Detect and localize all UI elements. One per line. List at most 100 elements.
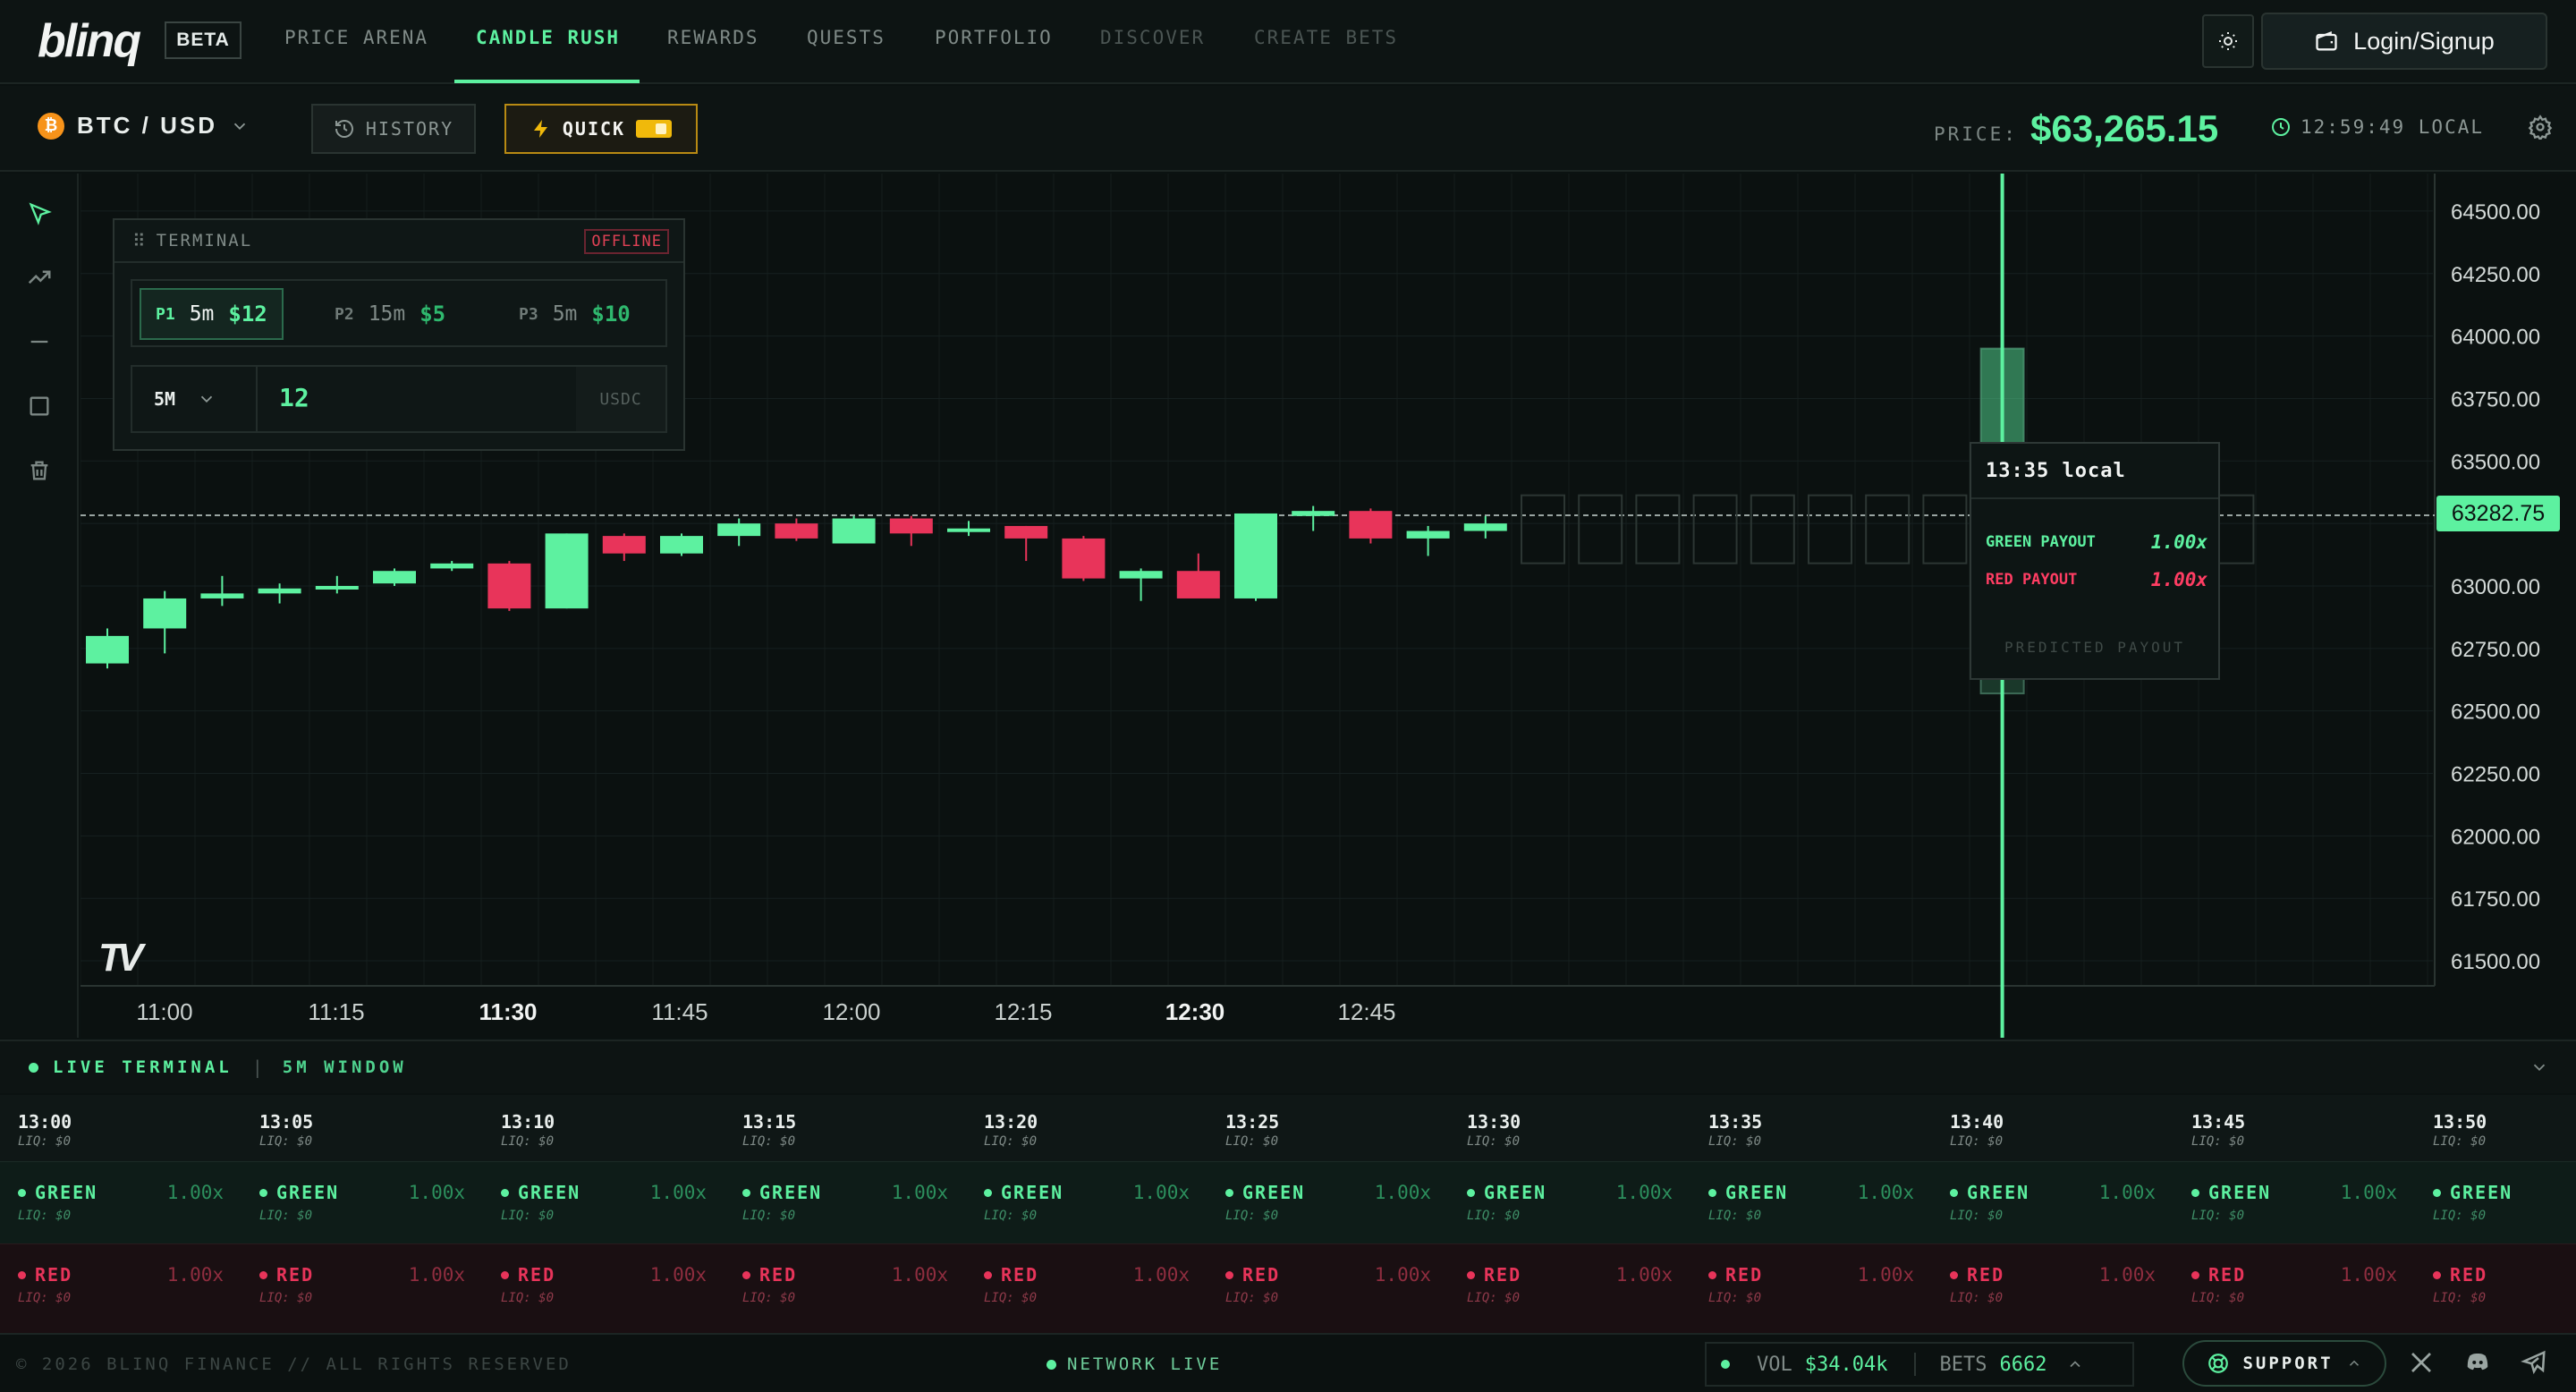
- x-link[interactable]: [2408, 1349, 2435, 1379]
- cursor-tool[interactable]: [21, 195, 57, 231]
- slot-time: 13:30: [1467, 1111, 1521, 1133]
- green-label: GREEN: [1967, 1182, 2030, 1203]
- drag-handle-icon[interactable]: ⠿: [132, 230, 146, 251]
- green-bet-cell[interactable]: GREEN 1.00x LIQ: $0: [2174, 1161, 2415, 1243]
- preset-p2[interactable]: P2 15m $5: [320, 288, 460, 340]
- red-bet-cell[interactable]: RED 1.00x LIQ: $0: [242, 1243, 483, 1333]
- green-bet-cell[interactable]: GREEN 1.00x LIQ: $0: [483, 1161, 724, 1243]
- candle-body: [143, 598, 187, 629]
- nav-create-bets[interactable]: CREATE BETS: [1254, 27, 1399, 48]
- terminal-widget[interactable]: ⠿ TERMINAL OFFLINE P1 5m $12 P2 15m $5 P…: [113, 218, 685, 451]
- slot-column: 13:35 LIQ: $0 GREEN 1.00x LIQ: $0 RED 1.00x LIQ…: [1690, 1095, 1932, 1333]
- nav-discover[interactable]: DISCOVER: [1100, 27, 1206, 48]
- amount-input[interactable]: 12: [279, 383, 309, 412]
- red-label: RED: [1725, 1264, 1764, 1286]
- chevron-up-icon: [2070, 1361, 2081, 1368]
- green-dot: [2433, 1188, 2441, 1197]
- preset-p1[interactable]: P1 5m $12: [140, 288, 284, 340]
- red-side: RED: [984, 1264, 1038, 1286]
- slot-header: 13:40 LIQ: $0: [1932, 1095, 2174, 1161]
- discord-link[interactable]: [2463, 1349, 2492, 1379]
- preset-p3[interactable]: P3 5m $10: [504, 288, 645, 340]
- red-bet-cell[interactable]: RED 1.00x LIQ: $0: [1932, 1243, 2174, 1333]
- red-bet-cell[interactable]: RED LIQ: $0: [2415, 1243, 2576, 1333]
- nav-portfolio[interactable]: PORTFOLIO: [935, 27, 1053, 48]
- logo[interactable]: blinq: [38, 15, 141, 67]
- green-bet-cell[interactable]: GREEN 1.00x LIQ: $0: [1449, 1161, 1690, 1243]
- green-bet-cell[interactable]: GREEN 1.00x LIQ: $0: [724, 1161, 966, 1243]
- slot-column: 13:20 LIQ: $0 GREEN 1.00x LIQ: $0 RED 1.00x LIQ…: [966, 1095, 1208, 1333]
- copyright: © 2026 BLINQ FINANCE // ALL RIGHTS RESER…: [16, 1354, 572, 1374]
- red-bet-cell[interactable]: RED 1.00x LIQ: $0: [2174, 1243, 2415, 1333]
- red-bet-cell[interactable]: RED 1.00x LIQ: $0: [0, 1243, 242, 1333]
- green-bet-cell[interactable]: GREEN 1.00x LIQ: $0: [1208, 1161, 1449, 1243]
- y-tick-label: 62250.00: [2451, 763, 2540, 787]
- candle-body: [1119, 571, 1163, 579]
- slot-header: 13:35 LIQ: $0: [1690, 1095, 1932, 1161]
- slot-time: 13:25: [1225, 1111, 1280, 1133]
- green-label: GREEN: [1484, 1182, 1547, 1203]
- horizontal-line-tool[interactable]: [21, 324, 57, 360]
- red-bet-cell[interactable]: RED 1.00x LIQ: $0: [1208, 1243, 1449, 1333]
- red-bet-cell[interactable]: RED 1.00x LIQ: $0: [483, 1243, 724, 1333]
- y-tick-label: 63500.00: [2451, 450, 2540, 474]
- candle-body: [86, 635, 129, 664]
- chevron-down-icon: [2533, 1064, 2546, 1072]
- telegram-link[interactable]: [2521, 1349, 2547, 1379]
- drawing-toolbar: [0, 174, 79, 1038]
- nav-price-arena[interactable]: PRICE ARENA: [284, 27, 429, 48]
- trend-line-tool[interactable]: [21, 259, 57, 295]
- lifebuoy-icon: [2208, 1354, 2229, 1373]
- candle-body: [373, 571, 416, 584]
- login-signup-button[interactable]: Login/Signup: [2261, 13, 2547, 70]
- collapse-button[interactable]: [2529, 1057, 2549, 1081]
- green-bet-cell[interactable]: GREEN 1.00x LIQ: $0: [966, 1161, 1208, 1243]
- candle-body: [1406, 530, 1450, 539]
- settings-button[interactable]: [2528, 115, 2553, 143]
- rectangle-tool[interactable]: [21, 388, 57, 424]
- red-bet-cell[interactable]: RED 1.00x LIQ: $0: [1449, 1243, 1690, 1333]
- green-bet-cell[interactable]: GREEN 1.00x LIQ: $0: [1690, 1161, 1932, 1243]
- nav-candle-rush[interactable]: CANDLE RUSH: [476, 27, 621, 48]
- nav-rewards[interactable]: REWARDS: [667, 27, 759, 48]
- green-bet-cell[interactable]: GREEN 1.00x LIQ: $0: [0, 1161, 242, 1243]
- stats-panel[interactable]: VOL $34.04k BETS 6662: [1705, 1342, 2134, 1387]
- red-bet-cell[interactable]: RED 1.00x LIQ: $0: [724, 1243, 966, 1333]
- candle-body: [1463, 523, 1507, 531]
- vol-value: $34.04k: [1804, 1353, 1888, 1376]
- support-button[interactable]: SUPPORT: [2182, 1340, 2386, 1387]
- telegram-icon: [2521, 1350, 2546, 1375]
- green-liquidity: LIQ: $0: [18, 1209, 72, 1223]
- red-bet-cell[interactable]: RED 1.00x LIQ: $0: [966, 1243, 1208, 1333]
- green-bet-cell[interactable]: GREEN LIQ: $0: [2415, 1161, 2576, 1243]
- pair-selector[interactable]: ₿ BTC / USD: [38, 112, 250, 140]
- slot-liquidity: LIQ: $0: [501, 1134, 555, 1149]
- green-liquidity: LIQ: $0: [1708, 1209, 1762, 1223]
- delete-drawings-tool[interactable]: [21, 453, 57, 488]
- trend-line-icon: [28, 270, 51, 284]
- theme-toggle-button[interactable]: [2202, 14, 2254, 68]
- nav-quests[interactable]: QUESTS: [807, 27, 886, 48]
- green-bet-cell[interactable]: GREEN 1.00x LIQ: $0: [1932, 1161, 2174, 1243]
- history-button[interactable]: HISTORY: [311, 104, 476, 154]
- slot-column: 13:15 LIQ: $0 GREEN 1.00x LIQ: $0 RED 1.00x LIQ…: [724, 1095, 966, 1333]
- red-label: RED: [759, 1264, 798, 1286]
- slot-column: 13:45 LIQ: $0 GREEN 1.00x LIQ: $0 RED 1.00x LIQ…: [2174, 1095, 2415, 1333]
- red-liquidity: LIQ: $0: [1950, 1291, 2004, 1305]
- quick-button[interactable]: QUICK: [504, 104, 698, 154]
- red-bet-cell[interactable]: RED 1.00x LIQ: $0: [1690, 1243, 1932, 1333]
- future-slot-box: [1922, 494, 1968, 564]
- red-label: RED: [2450, 1264, 2488, 1286]
- red-label: RED: [1484, 1264, 1522, 1286]
- chart-canvas[interactable]: 64500.00 64250.00 64000.00 63750.00 63500.00…: [80, 174, 2576, 1038]
- green-bet-cell[interactable]: GREEN 1.00x LIQ: $0: [242, 1161, 483, 1243]
- candle-body: [200, 593, 244, 598]
- window-select[interactable]: 5M: [132, 367, 258, 431]
- slot-time: 13:45: [2191, 1111, 2246, 1133]
- live-terminal-header[interactable]: LIVE TERMINAL | 5M WINDOW: [0, 1040, 2576, 1093]
- green-side: GREEN: [742, 1182, 822, 1203]
- slot-column: 13:40 LIQ: $0 GREEN 1.00x LIQ: $0 RED 1.00x LIQ…: [1932, 1095, 2174, 1333]
- terminal-header[interactable]: ⠿ TERMINAL OFFLINE: [114, 220, 683, 263]
- green-multiplier: 1.00x: [166, 1182, 224, 1203]
- green-dot: [18, 1188, 26, 1197]
